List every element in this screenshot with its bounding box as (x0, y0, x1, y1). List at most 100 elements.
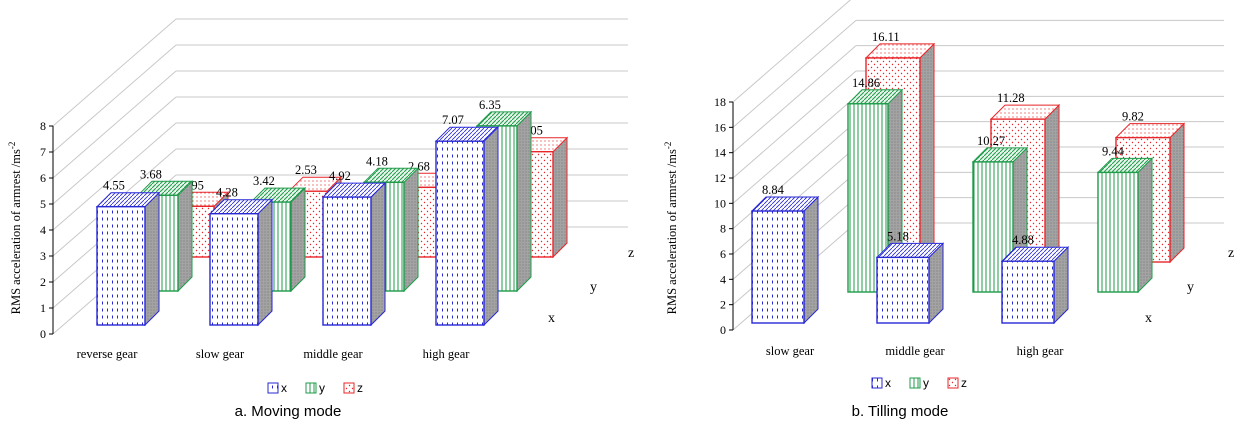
y-tick-label: 2 (720, 298, 726, 312)
y-tick-label: 6 (720, 247, 726, 261)
category-label: high gear (1017, 344, 1065, 358)
gridline-diagonal (52, 122, 177, 231)
bar-side-x (483, 125, 499, 327)
bar-y (1097, 171, 1139, 293)
y-tick-label: 3 (40, 249, 46, 263)
y-tick-label: 10 (714, 196, 726, 210)
bar-side-x (257, 198, 273, 327)
bar-side-x (803, 195, 819, 325)
bar-side-y (1137, 157, 1153, 294)
gridline-diagonal (52, 18, 177, 127)
bar-side-y (290, 186, 306, 293)
category-label: middle gear (885, 344, 945, 358)
category-label: reverse gear (77, 347, 139, 361)
y-tick-label: 7 (40, 145, 46, 159)
legend: x y z (871, 376, 967, 390)
legend-label-z: z (357, 381, 363, 395)
bar-x (322, 196, 372, 326)
y-tick-label: 8 (40, 119, 46, 133)
legend-label-x: x (281, 381, 287, 395)
legend-label-x: x (885, 376, 891, 390)
bar-side-z (1044, 103, 1060, 264)
category-label: high gear (423, 347, 471, 361)
data-label-y: 14.86 (852, 76, 880, 90)
gridline-diagonal (52, 44, 177, 153)
y-tick-label: 0 (720, 323, 726, 337)
depth-axis-label-z: z (628, 246, 634, 261)
data-label-y: 3.42 (253, 174, 275, 188)
legend-swatch-z (343, 382, 355, 394)
y-tick-label: 14 (714, 146, 726, 160)
data-label-z: 9.82 (1122, 110, 1144, 124)
y-axis-label: RMS acceleration of armrest /ms-2 (7, 142, 23, 315)
bar-x (876, 256, 930, 324)
data-label-x: 4.88 (1012, 233, 1034, 247)
bar-side-y (403, 167, 419, 293)
y-tick-label: 18 (714, 95, 726, 109)
legend-label-y: y (923, 376, 929, 390)
y-tick-label: 16 (714, 120, 726, 134)
legend: x y z (267, 381, 363, 395)
data-label-x: 8.84 (762, 183, 785, 197)
data-label-y: 4.18 (366, 154, 388, 168)
y-tick-label: 1 (40, 301, 46, 315)
gridline-diagonal (732, 0, 852, 103)
data-label-z: 2.53 (295, 163, 317, 177)
bar-side-y (516, 110, 532, 293)
y-tick-label: 4 (40, 223, 46, 237)
data-label-z: 11.28 (997, 91, 1025, 105)
legend-swatch-x (871, 377, 883, 389)
gridline-diagonal (732, 45, 857, 154)
y-tick-label: 0 (40, 327, 46, 341)
y-tick-label: 12 (714, 171, 726, 185)
data-label-y: 9.44 (1102, 144, 1125, 158)
bar-x (435, 140, 485, 326)
y-tick-label: 8 (720, 222, 726, 236)
chart-caption: a. Moving mode (235, 403, 342, 420)
y-tick-label: 4 (720, 272, 726, 286)
legend-swatch-z (947, 377, 959, 389)
data-label-z: 16.11 (872, 30, 900, 44)
bar-side-z (919, 42, 935, 264)
bar-x (96, 205, 146, 326)
bar-x (751, 210, 805, 324)
data-label-y: 3.68 (140, 167, 162, 181)
y-axis-label: RMS acceleration of armrest /ms-2 (663, 142, 679, 315)
chart-moving-mode: 0 1 2 3 4 5 6 7 8 RMS acceleration of armrest /ms… (7, 18, 634, 420)
category-label: middle gear (303, 347, 363, 361)
depth-axis-label-y: y (590, 280, 597, 295)
category-label: slow gear (196, 347, 245, 361)
gridline-diagonal (52, 70, 177, 179)
data-label-y: 6.35 (479, 98, 501, 112)
bar-x (1001, 260, 1055, 324)
y-tick-label: 5 (40, 197, 46, 211)
y-tick-label: 2 (40, 275, 46, 289)
legend-swatch-y (305, 382, 317, 394)
data-label-x: 4.28 (216, 186, 238, 200)
data-label-x: 7.07 (442, 113, 464, 127)
gridline-diagonal (52, 96, 177, 205)
data-label-y: 10.27 (977, 134, 1005, 148)
data-label-x: 4.55 (103, 179, 125, 193)
depth-axis-label-y: y (1187, 280, 1194, 295)
data-label-x: 4.92 (329, 169, 351, 183)
chart-tilling-mode: 0 2 4 6 8 10 12 14 16 18 RMS acceleration of armre… (663, 0, 1234, 420)
depth-axis-label-x: x (548, 311, 555, 326)
bar-side-y (177, 180, 193, 293)
bar-x (209, 213, 259, 326)
bar-side-x (144, 191, 160, 327)
legend-swatch-y (909, 377, 921, 389)
bar-side-z (1169, 122, 1185, 264)
legend-label-z: z (961, 376, 967, 390)
bar-side-x (370, 181, 386, 327)
gridline-diagonal (732, 70, 857, 179)
category-label: slow gear (766, 344, 815, 358)
depth-axis-label-z: z (1228, 246, 1234, 261)
depth-axis-label-x: x (1145, 311, 1152, 326)
data-label-x: 5.18 (887, 229, 909, 243)
legend-label-y: y (319, 381, 325, 395)
chart-caption: b. Tilling mode (852, 403, 949, 420)
gridline-diagonal (732, 19, 857, 128)
gridline-diagonal (732, 95, 857, 204)
